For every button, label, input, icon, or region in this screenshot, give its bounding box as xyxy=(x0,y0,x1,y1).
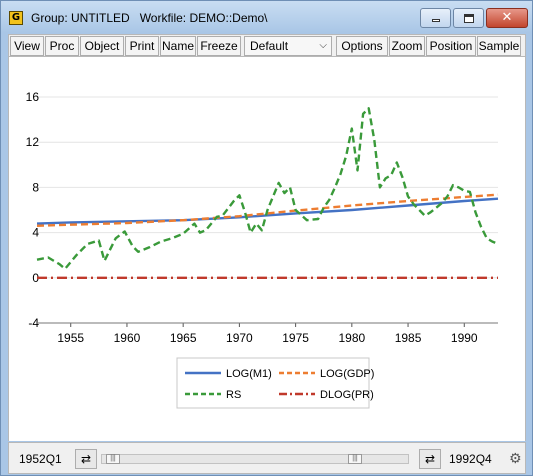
y-tick-label: 12 xyxy=(26,135,40,149)
x-tick-label: 1965 xyxy=(170,331,197,345)
window-title: Group: UNTITLED Workfile: DEMO::Demo\ xyxy=(31,11,268,25)
object-toolbar: View Proc Object Print Name Freeze Defau… xyxy=(8,34,526,57)
range-slider-track[interactable]: ||| ||| xyxy=(101,454,409,464)
chevron-down-icon: ⌵ xyxy=(319,40,327,51)
series-line-log-m1- xyxy=(36,197,499,225)
y-tick-label: 4 xyxy=(32,226,39,240)
object-button[interactable]: Object xyxy=(80,36,124,56)
x-tick-label: 1955 xyxy=(57,331,84,345)
legend-box xyxy=(176,357,370,409)
sample-button[interactable]: Sample xyxy=(477,36,521,56)
proc-button[interactable]: Proc xyxy=(45,36,79,56)
view-button[interactable]: View xyxy=(10,36,44,56)
graph-area[interactable]: -4 0 4 8 12 16 1955 1960 1965 1970 1975 1980 1985 199… xyxy=(8,57,526,441)
template-select-value: Default xyxy=(250,39,289,53)
close-button[interactable]: ✕ xyxy=(486,8,528,28)
line-chart: -4 0 4 8 12 16 1955 1960 1965 1970 1975 1980 1985 199… xyxy=(26,90,499,409)
maximize-button[interactable] xyxy=(453,8,484,28)
minimize-button[interactable] xyxy=(420,8,451,28)
range-end-label: 1992Q4 xyxy=(449,452,492,466)
x-tick-label: 1970 xyxy=(226,331,253,345)
x-tick-label: 1975 xyxy=(282,331,309,345)
y-tick-label: 16 xyxy=(26,90,40,104)
legend-label: DLOG(PR) xyxy=(320,389,374,401)
title-bar[interactable]: G Group: UNTITLED Workfile: DEMO::Demo\ … xyxy=(1,1,532,33)
x-tick-label: 1960 xyxy=(114,331,141,345)
legend-label: RS xyxy=(226,389,241,401)
legend-label: LOG(GDP) xyxy=(320,368,374,380)
group-object-icon: G xyxy=(9,11,23,25)
y-tick-label: 8 xyxy=(32,180,39,194)
close-icon: ✕ xyxy=(501,10,513,25)
range-slider-start-handle[interactable]: ||| xyxy=(106,454,120,464)
x-tick-label: 1990 xyxy=(451,331,478,345)
sample-range-bar: 1952Q1 ⇄ ||| ||| ⇄ 1992Q4 ⚙ xyxy=(8,442,526,474)
template-select[interactable]: Default ⌵ xyxy=(244,36,332,56)
range-start-swap-button[interactable]: ⇄ xyxy=(75,449,97,469)
legend-label: LOG(M1) xyxy=(226,368,272,380)
series-line-log-gdp- xyxy=(36,193,499,227)
gear-icon[interactable]: ⚙ xyxy=(509,451,522,467)
x-tick-label: 1980 xyxy=(338,331,365,345)
name-button[interactable]: Name xyxy=(160,36,196,56)
x-tick-label: 1985 xyxy=(395,331,422,345)
print-button[interactable]: Print xyxy=(125,36,159,56)
swap-arrows-icon: ⇄ xyxy=(80,452,92,466)
y-tick-label: -4 xyxy=(28,316,39,330)
options-button[interactable]: Options xyxy=(336,36,388,56)
freeze-button[interactable]: Freeze xyxy=(197,36,241,56)
range-start-label: 1952Q1 xyxy=(19,452,62,466)
minimize-icon xyxy=(432,19,440,22)
maximize-icon xyxy=(464,14,474,23)
series-line-rs xyxy=(36,107,499,271)
y-tick-label: 0 xyxy=(32,271,39,285)
zoom-button[interactable]: Zoom xyxy=(389,36,425,56)
range-slider-end-handle[interactable]: ||| xyxy=(348,454,362,464)
swap-arrows-icon: ⇄ xyxy=(424,452,436,466)
position-button[interactable]: Position xyxy=(426,36,476,56)
range-end-swap-button[interactable]: ⇄ xyxy=(419,449,441,469)
